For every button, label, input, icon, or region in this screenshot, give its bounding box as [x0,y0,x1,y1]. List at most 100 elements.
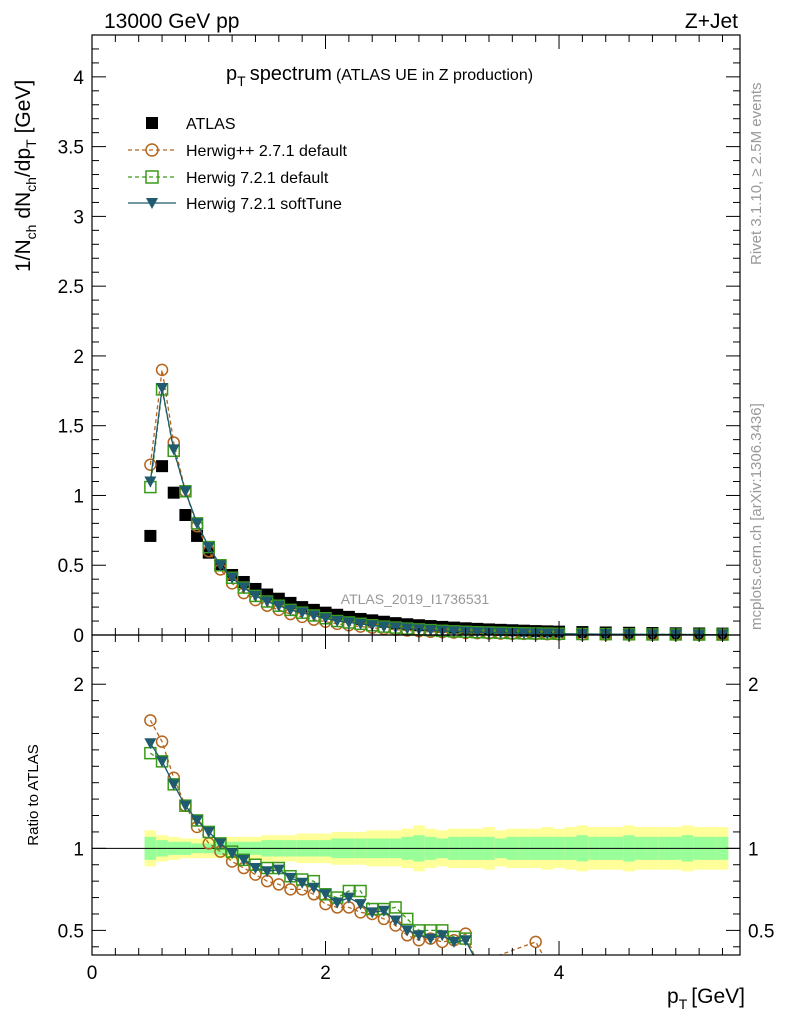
ratio-point-herwig-7-2-1-softtune [167,779,180,791]
chart-title: pT spectrum (ATLAS UE in Z production) [226,63,533,89]
ratio-frame [91,634,741,956]
ratio-y-tick-label: 1 [73,839,84,860]
main-point-herwig-7-2-1-softtune [494,627,507,639]
main-point-herwig-7-2-1-softtune [284,604,297,616]
main-point-herwig-7-2-1-softtune [401,623,414,635]
ratio-point-herwig-7-2-1-softtune [331,897,344,909]
rivet-label: Rivet 3.1.10, ≥ 2.5M events [748,83,765,266]
title-extra: (ATLAS UE in Z production) [336,67,533,84]
process-label: Z+Jet [685,10,738,33]
main-ylabel: 1/Nch dNch/dpT [GeV] [12,80,39,272]
title-word: spectrum [250,63,332,85]
main-point-herwig-7-2-1-softtune [156,383,169,395]
main-point-atlas [179,509,192,521]
ratio-point-herwig-7-2-1-softtune [342,892,355,904]
main-point-herwig-2-7-1-default [144,458,157,472]
main-point-herwig-7-2-1-softtune [167,444,180,456]
ratio-point-herwig-7-2-1-softtune [366,907,379,919]
ratio-y-ticks: 0.5 0.5 1 1 2 2 [58,650,774,948]
main-y-tick-label: 0.5 [58,556,84,577]
main-point-herwig-7-2-1-softtune [342,617,355,629]
ratio-x-ticks: 0 2 4 [87,635,723,984]
ratio-point-herwig-7-2-1-softtune [156,756,169,768]
main-point-herwig-7-2-1-softtune [447,626,460,638]
main-point-herwig-7-2-1-softtune [296,607,309,619]
ratio-point-herwig-7-2-1-softtune [191,815,204,827]
ratio-y-tick-label: 2 [73,675,84,696]
main-point-herwig-7-2-1-softtune [261,596,274,608]
legend-entry-atlas: ATLAS [146,116,236,133]
analysis-label: ATLAS_2019_I1736531 [341,591,490,607]
main-point-herwig-7-2-1-softtune [331,616,344,628]
legend-entry-herwig7-softtune: Herwig 7.2.1 softTune [128,196,342,213]
main-point-atlas [144,529,157,542]
legend-entry-herwigpp: Herwig++ 2.7.1 default [128,143,348,160]
ratio-point-herwig-2-7-1-default [155,735,169,748]
main-point-herwig-2-7-1-default [155,363,169,377]
main-point-herwig-7-2-1-softtune [518,628,530,640]
energy-label: 13000 GeV pp [104,10,239,33]
main-point-herwig-7-2-1-softtune [249,590,262,602]
main-point-herwig-7-2-1-softtune [377,621,390,633]
ratio-point-herwig-7-2-1-softtune [307,882,320,894]
ratio-point-herwig-7-2-1-softtune [389,915,402,927]
main-point-herwig-7-2-1-softtune [366,620,379,632]
main-point-herwig-7-2-1-softtune [191,518,204,530]
ratio-point-herwig-7-2-1-softtune [319,889,332,901]
legend: ATLAS Herwig++ 2.7.1 default Herwig 7.2.… [128,116,348,213]
ratio-series-layer [144,714,544,955]
ratio-point-herwig-7-2-1-softtune [354,899,367,911]
ratio-point-herwig-7-2-1-softtune [179,800,192,812]
main-point-herwig-7-2-1-softtune [214,560,227,572]
ratio-point-herwig-7-2-1-softtune [296,877,309,889]
title-sub-t: T [237,73,246,89]
ratio-point-herwig-7-2-1-softtune [377,905,390,917]
ratio-y-tick-label-right: 0.5 [748,921,774,942]
main-point-herwig-7-2-1-softtune [237,582,250,594]
ratio-point-herwig-7-2-1-softtune [202,826,215,838]
ratio-point-herwig-2-7-1-default [144,714,157,727]
main-y-tick-label: 3.5 [58,138,84,159]
svg-text:ATLAS: ATLAS [186,116,236,133]
ratio-point-herwig-7-2-1-softtune [261,866,274,878]
ratio-point-herwig-7-2-1-softtune [226,848,239,860]
main-y-tick-label: 4 [73,68,84,89]
mcplots-label: mcplots.cern.ch [arXiv:1306.3436] [748,403,765,630]
ratio-point-herwig-7-2-1-softtune [412,930,425,942]
x-tick-label: 4 [554,963,565,984]
ratio-point-herwig-7-2-1-softtune [459,935,472,947]
ratio-point-herwig-7-2-1-softtune [237,854,250,866]
main-point-herwig-7-2-1-softtune [272,600,285,612]
svg-text:Herwig++ 2.7.1 default: Herwig++ 2.7.1 default [186,143,348,160]
ratio-point-herwig-7-2-1-softtune [249,863,262,875]
ratio-y-tick-label-right: 1 [748,839,759,860]
ratio-y-tick-label: 0.5 [58,921,84,942]
main-point-atlas [167,486,180,499]
ratio-ylabel: Ratio to ATLAS [25,744,42,845]
main-point-herwig-7-2-1-softtune [202,542,215,554]
ratio-point-herwig-7-2-1-default [400,912,414,926]
ratio-point-herwig-7-2-1-softtune [144,738,157,750]
main-y-tick-label: 0 [73,626,84,647]
main-x-ticks [91,35,723,635]
legend-entry-herwig7-default: Herwig 7.2.1 default [128,170,329,187]
ratio-point-herwig-7-2-1-softtune [424,933,437,945]
x-tick-label: 2 [320,963,331,984]
ratio-point-herwig-7-2-1-softtune [272,864,285,876]
ratio-point-herwig-7-2-1-default [389,901,402,914]
main-point-herwig-7-2-1-softtune [179,486,192,498]
main-point-herwig-7-2-1-softtune [471,627,484,639]
main-point-herwig-7-2-1-softtune [541,628,554,640]
ratio-point-herwig-2-7-1-default [529,935,542,949]
ratio-panel: 0.5 0.5 1 1 2 2 0 2 4 Ratio to ATLAS pT [GeV] [25,634,774,1012]
main-y-tick-label: 1 [73,486,84,507]
x-tick-label: 0 [87,963,98,984]
ratio-y-tick-label-right: 2 [748,675,759,696]
svg-text:Herwig 7.2.1 default: Herwig 7.2.1 default [186,170,329,187]
ratio-point-herwig-2-7-1-default [272,878,286,891]
ratio-point-herwig-7-2-1-softtune [401,925,414,937]
main-point-atlas [156,460,169,473]
ratio-point-herwig-7-2-1-softtune [214,838,227,850]
title-p: p [226,63,237,85]
